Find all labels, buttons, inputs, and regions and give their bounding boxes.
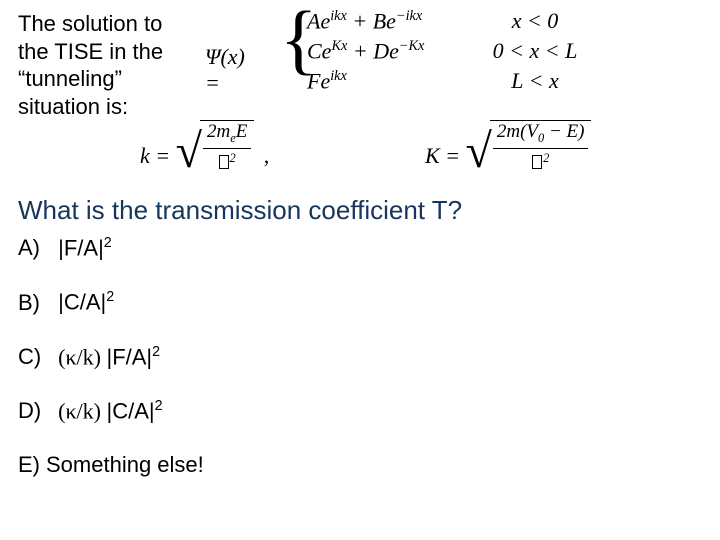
- piece-row: CeKx + De−Kx 0 < x < L: [307, 38, 595, 68]
- answer-options: A) |F/A|2 B) |C/A|2 C) (κ/k) |F/A|2 D) (…: [18, 235, 204, 506]
- option-a: A) |F/A|2: [18, 235, 204, 261]
- plus: +: [347, 8, 373, 33]
- option-e: E)Something else!: [18, 452, 204, 478]
- psi-lhs: Ψ(x) =: [205, 44, 245, 96]
- option-c: C) (κ/k) |F/A|2: [18, 344, 204, 370]
- option-label: B): [18, 290, 52, 316]
- fraction: 2m(V0 − E) 2: [490, 120, 592, 175]
- option-exp: 2: [152, 344, 160, 360]
- num-part: 2m: [207, 121, 230, 142]
- plus: +: [347, 38, 373, 63]
- option-exp: 2: [104, 235, 112, 251]
- term: Be: [373, 8, 396, 33]
- term: Ce: [307, 38, 331, 63]
- hbar-placeholder-icon: [219, 155, 229, 169]
- option-text: |C/A|: [106, 398, 154, 423]
- condition: 0 < x < L: [475, 38, 595, 64]
- big-k-definition: K = √ 2m(V0 − E) 2: [425, 120, 591, 175]
- fraction: 2meE 2: [200, 120, 254, 175]
- exp: −ikx: [396, 8, 422, 24]
- radical-icon: √: [466, 135, 492, 169]
- piece-row: Feikx L < x: [307, 68, 595, 98]
- den-exp: 2: [543, 151, 549, 165]
- option-label: D): [18, 398, 52, 424]
- num-part: − E): [544, 121, 584, 142]
- num-part: 2m(V: [497, 121, 538, 142]
- term: Fe: [307, 68, 330, 93]
- exp: Kx: [331, 38, 347, 54]
- question-text: What is the transmission coefficient T?: [18, 195, 462, 226]
- num-part: E: [236, 121, 248, 142]
- den-exp: 2: [230, 151, 236, 165]
- option-text: |F/A|: [106, 344, 152, 369]
- big-k-lhs: K =: [425, 143, 460, 168]
- option-label: E): [18, 452, 46, 478]
- intro-line1: The solution to: [18, 11, 162, 36]
- option-exp: 2: [155, 398, 163, 414]
- piece-row: Aeikx + Be−ikx x < 0: [307, 8, 595, 38]
- k-lhs: k =: [140, 143, 170, 168]
- radical-icon: √: [176, 135, 202, 169]
- term: De: [373, 38, 399, 63]
- piecewise-rows: Aeikx + Be−ikx x < 0 CeKx + De−Kx 0 < x …: [307, 8, 595, 98]
- intro-line3: “tunneling”: [18, 66, 122, 91]
- option-text: Something else!: [46, 452, 204, 477]
- intro-line2: the TISE in the: [18, 39, 163, 64]
- k-definition: k = √ 2meE 2 ,: [140, 120, 269, 175]
- condition: L < x: [475, 68, 595, 94]
- intro-text: The solution to the TISE in the “tunneli…: [18, 10, 198, 120]
- intro-line4: situation is:: [18, 94, 128, 119]
- option-text: |C/A|: [58, 290, 106, 315]
- option-prefix: (κ/k): [58, 344, 106, 369]
- option-prefix: (κ/k): [58, 398, 106, 423]
- hbar-placeholder-icon: [532, 155, 542, 169]
- term: Ae: [307, 8, 330, 33]
- exp: ikx: [330, 8, 347, 24]
- option-text: |F/A|: [58, 235, 104, 260]
- option-exp: 2: [106, 289, 114, 305]
- option-d: D) (κ/k) |C/A|2: [18, 398, 204, 424]
- option-b: B) |C/A|2: [18, 289, 204, 315]
- condition: x < 0: [475, 8, 595, 34]
- option-label: A): [18, 235, 52, 261]
- comma: ,: [264, 143, 270, 168]
- exp: ikx: [330, 68, 347, 84]
- option-label: C): [18, 344, 52, 370]
- exp: −Kx: [399, 38, 425, 54]
